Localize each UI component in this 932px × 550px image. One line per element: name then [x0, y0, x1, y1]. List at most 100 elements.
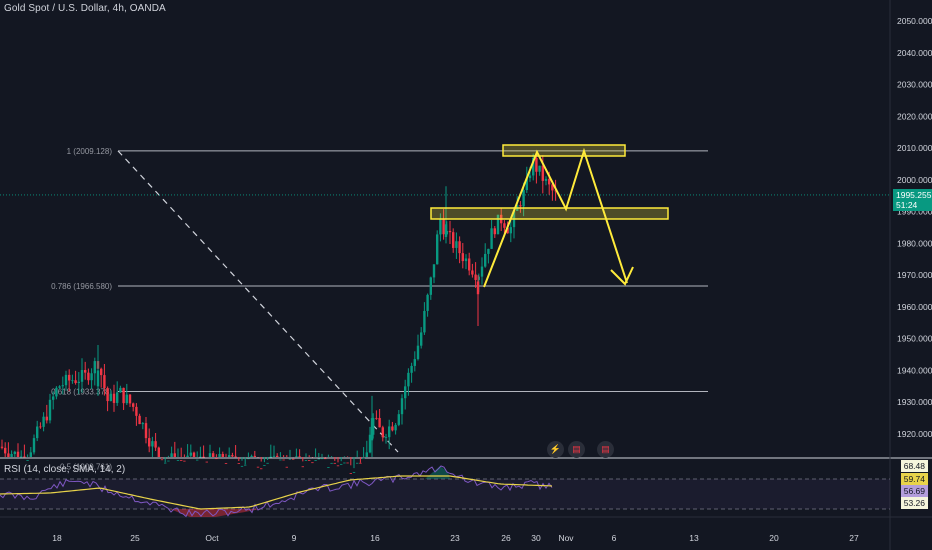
- candle-body: [362, 457, 365, 459]
- price-tick: 2050.000: [897, 16, 932, 26]
- candle-body: [13, 451, 16, 455]
- candle-body: [48, 399, 52, 421]
- candle-body: [276, 455, 279, 457]
- candle-body: [429, 277, 432, 295]
- candle-body: [64, 374, 68, 386]
- candle-body: [122, 387, 125, 404]
- time-tick: 6: [612, 533, 617, 543]
- candle-body: [186, 455, 189, 457]
- price-tick: 2030.000: [897, 80, 932, 90]
- candle-body: [538, 165, 541, 172]
- candle-body: [484, 253, 487, 267]
- candle-body: [304, 460, 308, 461]
- candle-body: [224, 463, 228, 464]
- lightning-icon[interactable]: ⚡: [547, 441, 564, 458]
- candle-body: [336, 465, 340, 467]
- resistance-zone: [502, 144, 626, 157]
- candle-body: [144, 423, 148, 439]
- candle-body: [416, 345, 420, 360]
- candle-body: [106, 388, 109, 402]
- candle-body: [368, 434, 372, 453]
- candle-body: [503, 223, 506, 228]
- candle-body: [36, 426, 39, 439]
- candle-body: [61, 385, 64, 387]
- candle-body: [20, 456, 23, 458]
- candle-body: [74, 380, 77, 383]
- time-tick: 9: [292, 533, 297, 543]
- rsi-overbought-fill: [425, 466, 450, 479]
- us-flag-icon[interactable]: ▤: [568, 441, 585, 458]
- candle-body: [180, 459, 183, 461]
- candle-body: [208, 453, 212, 457]
- rsi-ma-line: [0, 475, 553, 510]
- candle-body: [135, 406, 138, 416]
- candle-body: [160, 459, 164, 461]
- candle-body: [164, 462, 167, 464]
- candle-body: [458, 241, 461, 254]
- price-tick: 1970.000: [897, 270, 932, 280]
- us-flag-glyph: ▤: [601, 444, 610, 454]
- candle-body: [436, 234, 439, 265]
- candles: [0, 153, 557, 474]
- candle-body: [455, 241, 458, 248]
- candle-body: [228, 455, 231, 457]
- candle-body: [480, 266, 484, 277]
- candle-body: [544, 178, 548, 181]
- time-tick: Nov: [558, 533, 574, 543]
- candle-body: [410, 365, 413, 373]
- candle-body: [330, 462, 333, 464]
- candle-body: [352, 471, 356, 473]
- candle-body: [343, 462, 346, 464]
- candle-body: [151, 441, 154, 447]
- candle-body: [535, 157, 538, 172]
- candle-body: [464, 258, 468, 262]
- candle-body: [4, 447, 7, 454]
- support-zone: [430, 207, 669, 220]
- candle-body: [452, 232, 455, 248]
- candle-body: [548, 178, 551, 185]
- candle-body: [532, 157, 535, 176]
- candle-body: [356, 462, 359, 464]
- candle-body: [471, 270, 474, 275]
- symbol-title[interactable]: Gold Spot / U.S. Dollar, 4h, OANDA: [4, 3, 166, 14]
- candle-body: [218, 453, 221, 457]
- us-flag-glyph: ▤: [572, 444, 581, 454]
- price-tick: 1920.000: [897, 429, 932, 439]
- candle-body: [202, 456, 205, 458]
- price-tick: 1960.000: [897, 302, 932, 312]
- us-flag-icon[interactable]: ▤: [597, 441, 614, 458]
- candle-body: [388, 426, 391, 438]
- candle-body: [391, 426, 394, 431]
- candle-body: [404, 386, 407, 399]
- time-tick: 27: [849, 533, 859, 543]
- candle-body: [340, 463, 343, 465]
- price-tick: 2010.000: [897, 143, 932, 153]
- candle-body: [288, 458, 292, 460]
- candle-body: [397, 414, 400, 425]
- candle-body: [295, 456, 298, 458]
- candle-body: [0, 446, 4, 448]
- candle-body: [103, 375, 106, 389]
- fib-label: 0.786 (1966.580): [51, 282, 112, 291]
- candle-body: [420, 332, 423, 346]
- candle-body: [138, 415, 141, 425]
- candle-body: [324, 458, 327, 460]
- candle-body: [192, 452, 196, 457]
- candle-body: [157, 447, 160, 457]
- candle-body: [519, 205, 522, 207]
- rsi-title[interactable]: RSI (14, close, SMA, 14, 2): [4, 464, 126, 475]
- candle-body: [413, 359, 416, 366]
- time-tick: 23: [450, 533, 460, 543]
- candle-body: [372, 417, 375, 435]
- time-tick: 26: [501, 533, 511, 543]
- candle-body: [308, 460, 311, 461]
- candle-body: [282, 459, 285, 461]
- candle-body: [285, 466, 288, 468]
- projection-arrowhead: [610, 266, 634, 286]
- candle-body: [461, 253, 464, 262]
- candle-body: [477, 276, 480, 280]
- candle-body: [128, 394, 132, 404]
- fib-label: 0.5 (1909.761): [60, 463, 112, 472]
